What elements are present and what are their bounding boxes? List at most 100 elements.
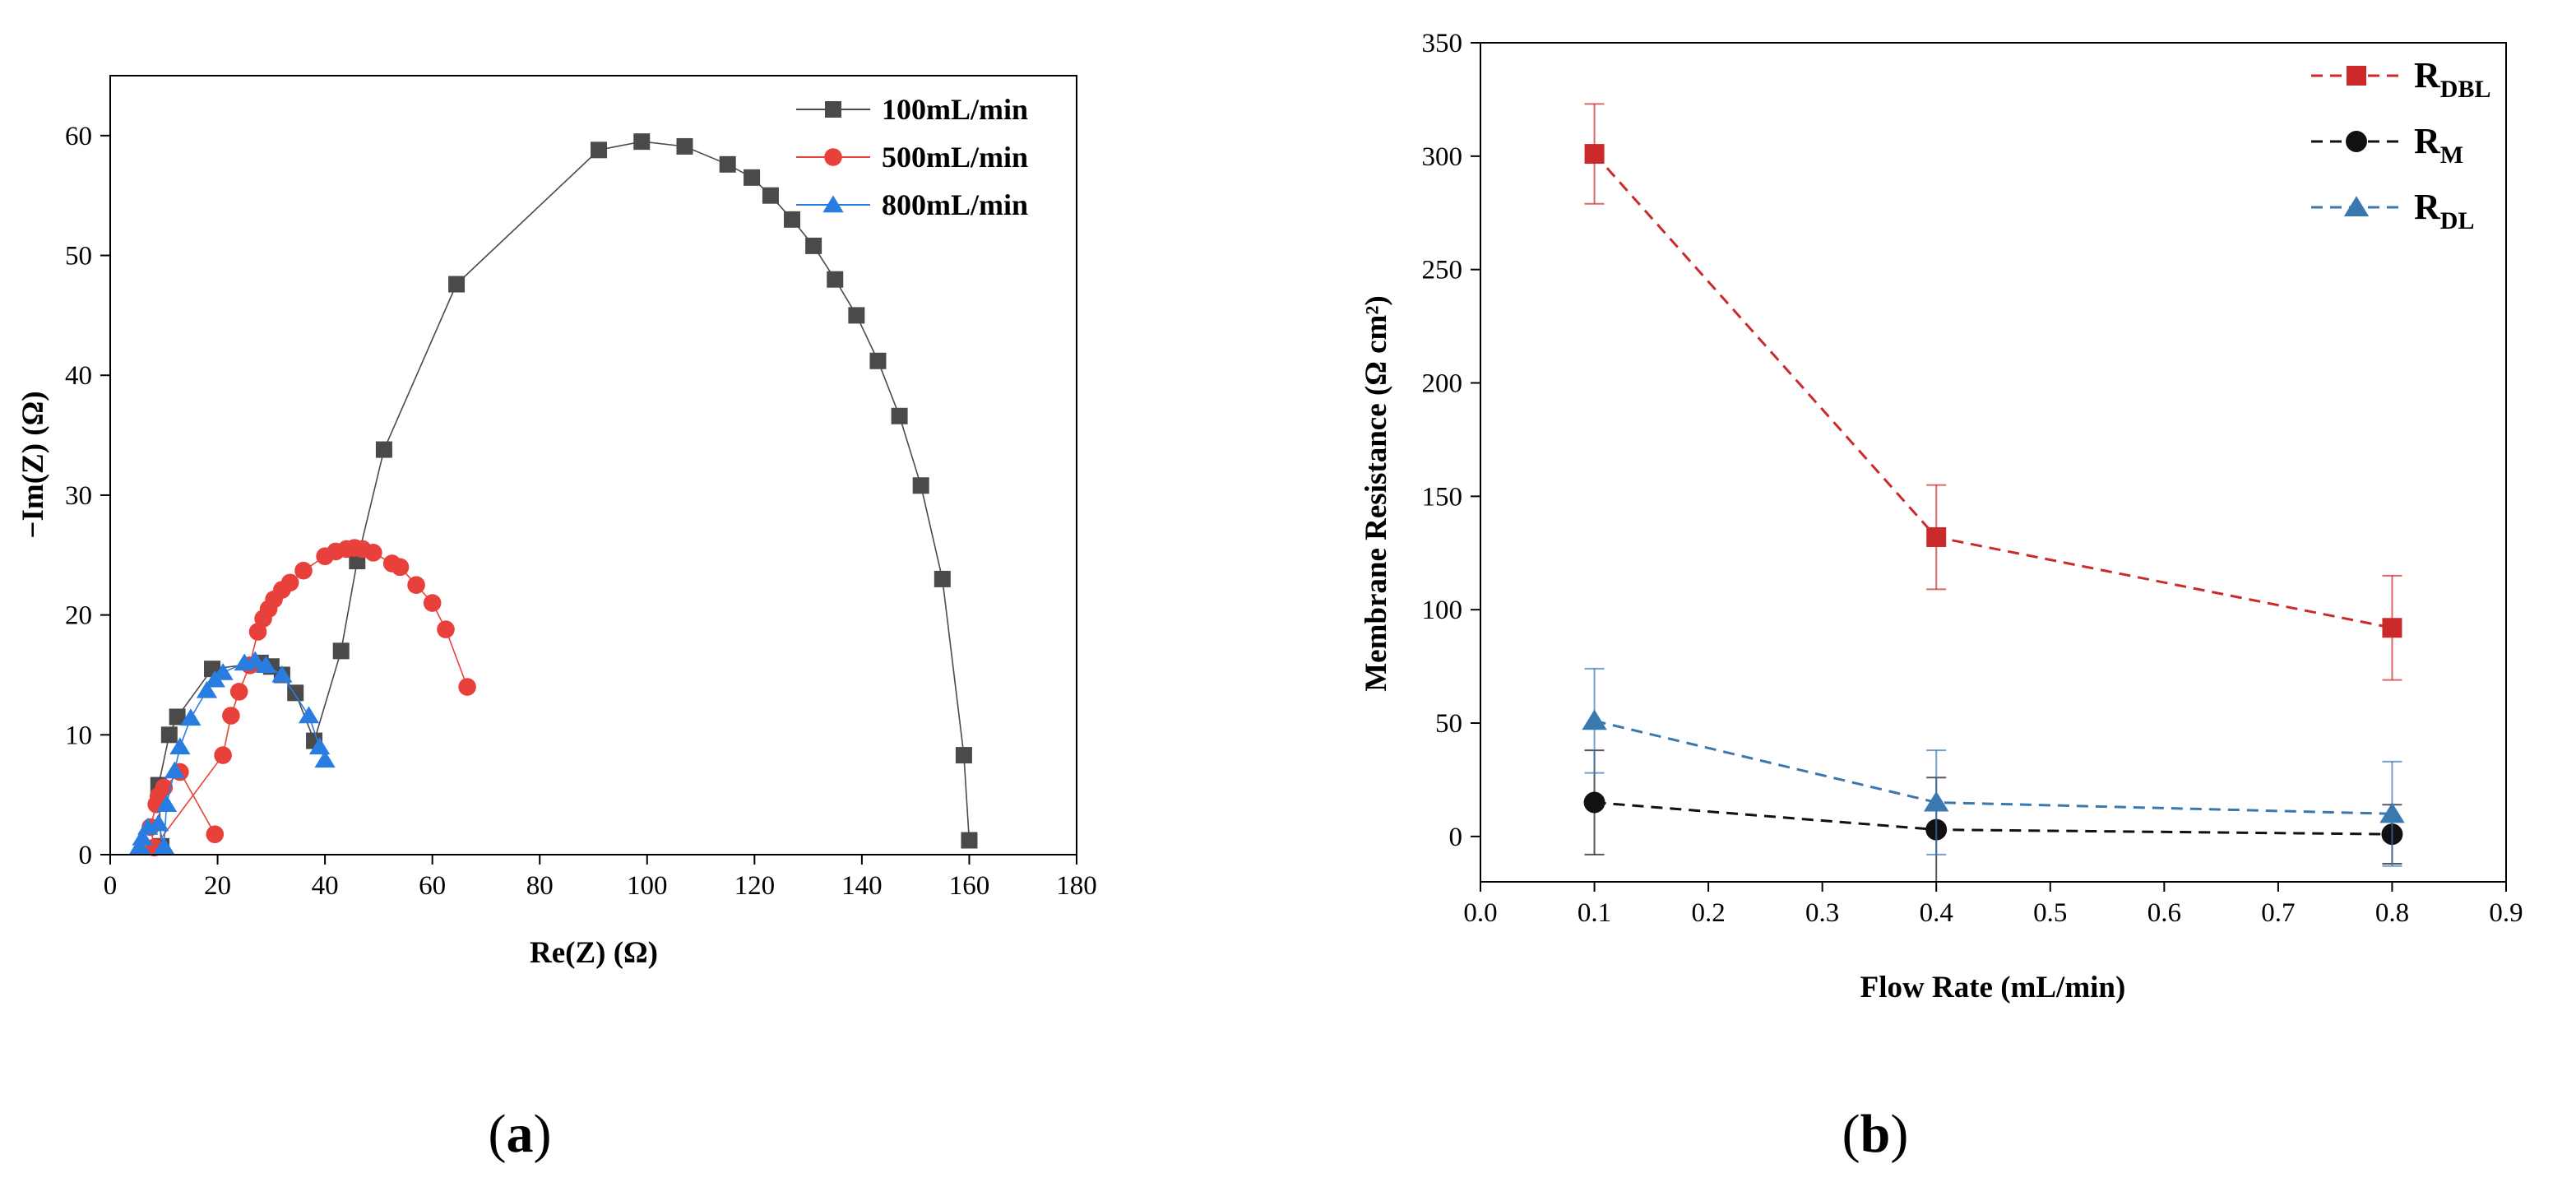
legend-label: 500mL/min <box>882 141 1028 174</box>
data-point <box>244 651 266 669</box>
legend-marker <box>824 148 842 166</box>
y-tick-label: 100 <box>1422 596 1463 625</box>
y-tick-label: 10 <box>65 721 92 750</box>
y-tick-label: 300 <box>1422 142 1463 172</box>
panel-a-x-ticks: 0 20 40 60 80 100 120 140 160 180 <box>104 855 1097 901</box>
y-tick-label: 0 <box>1449 823 1463 852</box>
data-point <box>1584 144 1605 165</box>
legend-label: RDL <box>2414 187 2474 234</box>
data-point <box>912 477 929 494</box>
panel-a: 0 20 40 60 80 100 120 140 160 180 0 10 20 30 40 50 60 R… <box>16 75 1097 1164</box>
data-point <box>169 708 186 726</box>
x-tick-label: 0.1 <box>1578 898 1611 928</box>
data-point <box>308 737 331 755</box>
y-tick-label: 50 <box>65 242 92 271</box>
data-point <box>848 307 865 324</box>
x-tick-label: 160 <box>949 871 990 901</box>
data-point <box>591 141 608 159</box>
data-point <box>407 576 425 594</box>
series-line-RDL <box>1594 719 2393 815</box>
x-tick-label: 0.8 <box>2375 898 2409 928</box>
panel-b-x-axis-title: Flow Rate (mL/min) <box>1860 971 2126 1004</box>
legend-marker <box>822 195 844 213</box>
data-point <box>160 726 178 744</box>
panel-b-label: (b) <box>1842 1104 1909 1164</box>
x-tick-label: 80 <box>526 871 554 901</box>
y-tick-label: 60 <box>65 122 92 151</box>
panel-b-y-axis-title: Membrane Resistance (Ω cm²) <box>1360 295 1393 692</box>
x-tick-label: 0.4 <box>1920 898 1953 928</box>
data-point <box>214 746 232 764</box>
x-tick-label: 60 <box>419 871 446 901</box>
data-point <box>1582 709 1607 730</box>
series-line-100mL/min <box>157 141 971 846</box>
data-point <box>271 665 293 683</box>
y-tick-label: 350 <box>1422 29 1463 58</box>
data-point <box>255 656 276 674</box>
data-point <box>676 137 693 155</box>
data-point <box>298 706 320 724</box>
x-tick-label: 0.0 <box>1463 898 1497 928</box>
data-point <box>827 271 844 288</box>
x-tick-label: 0.5 <box>2033 898 2067 928</box>
legend-marker <box>2347 66 2366 86</box>
x-tick-label: 20 <box>204 871 231 901</box>
legend-marker <box>825 101 841 118</box>
data-point <box>934 570 951 587</box>
panel-a-label: (a) <box>489 1104 552 1164</box>
data-point <box>153 837 174 855</box>
data-point <box>955 747 972 764</box>
x-tick-label: 180 <box>1056 871 1097 901</box>
panel-b-legend: RDBL RM RDL <box>2311 55 2490 234</box>
data-point <box>132 828 153 846</box>
data-point <box>280 573 299 592</box>
panel-a-x-axis-title: Re(Z) (Ω) <box>530 936 658 970</box>
y-tick-label: 200 <box>1422 369 1463 399</box>
data-point <box>180 708 202 726</box>
data-point <box>762 187 779 204</box>
panel-a-legend: 100mL/min 500mL/min 800mL/min <box>796 93 1028 221</box>
y-tick-label: 0 <box>79 841 93 870</box>
panel-a-plot-frame <box>109 75 1077 855</box>
x-tick-label: 0.9 <box>2489 898 2523 928</box>
data-point <box>2379 802 2405 823</box>
panel-a-y-axis-title: −Im(Z) (Ω) <box>16 391 50 538</box>
x-tick-label: 0.3 <box>1805 898 1839 928</box>
y-tick-label: 30 <box>65 481 92 511</box>
legend-label: RM <box>2414 121 2463 169</box>
series-line-RM <box>1594 801 2393 836</box>
data-point <box>155 795 178 813</box>
data-point <box>294 561 313 580</box>
y-tick-label: 40 <box>65 361 92 391</box>
data-point <box>169 737 191 755</box>
data-point <box>869 352 887 369</box>
x-tick-label: 40 <box>312 871 339 901</box>
y-tick-label: 50 <box>1435 709 1462 739</box>
data-point <box>391 558 410 577</box>
x-tick-label: 140 <box>841 871 883 901</box>
panel-b-letter: b <box>1860 1104 1891 1164</box>
legend-marker <box>2343 196 2370 217</box>
panel-b-plot-frame <box>1480 42 2507 883</box>
data-point <box>961 832 978 849</box>
data-point <box>448 276 466 293</box>
data-point <box>375 441 392 458</box>
panel-b-x-ticks: 0.0 0.1 0.2 0.3 0.4 0.5 0.6 0.7 0.8 0.9 <box>1463 882 2523 928</box>
panel-b-marks <box>1582 103 2405 883</box>
data-point <box>891 407 908 424</box>
panel-a-marks <box>129 133 978 857</box>
data-point <box>719 155 736 173</box>
data-point <box>805 237 822 254</box>
data-point <box>1583 791 1605 814</box>
data-point <box>784 211 801 228</box>
x-tick-label: 100 <box>627 871 668 901</box>
legend-label: 800mL/min <box>882 188 1028 221</box>
panel-a-letter: a <box>507 1104 534 1164</box>
data-point <box>458 678 476 696</box>
data-point <box>212 663 234 680</box>
data-point <box>1926 526 1947 547</box>
data-point <box>423 594 442 612</box>
data-point <box>314 750 336 768</box>
x-tick-label: 120 <box>734 871 776 901</box>
